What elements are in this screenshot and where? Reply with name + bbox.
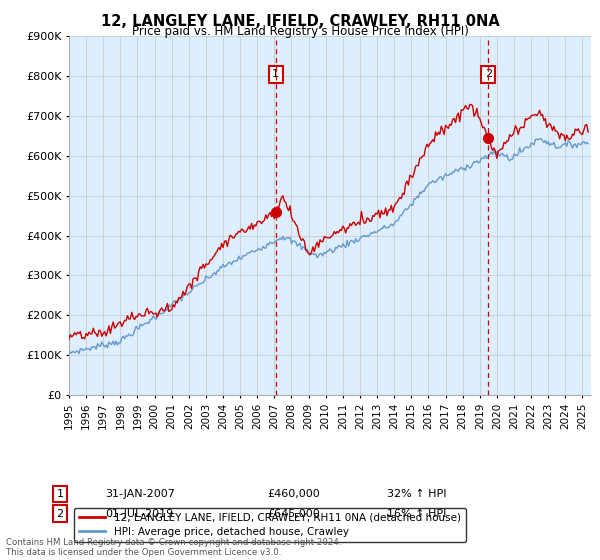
- Text: 16% ↑ HPI: 16% ↑ HPI: [387, 508, 446, 519]
- Text: 01-JUL-2019: 01-JUL-2019: [105, 508, 173, 519]
- Text: 12, LANGLEY LANE, IFIELD, CRAWLEY, RH11 0NA: 12, LANGLEY LANE, IFIELD, CRAWLEY, RH11 …: [101, 14, 499, 29]
- Text: 2: 2: [56, 508, 64, 519]
- Text: 32% ↑ HPI: 32% ↑ HPI: [387, 489, 446, 499]
- Text: 31-JAN-2007: 31-JAN-2007: [105, 489, 175, 499]
- Text: £460,000: £460,000: [267, 489, 320, 499]
- Text: Price paid vs. HM Land Registry's House Price Index (HPI): Price paid vs. HM Land Registry's House …: [131, 25, 469, 38]
- Text: 1: 1: [272, 69, 279, 79]
- Legend: 12, LANGLEY LANE, IFIELD, CRAWLEY, RH11 0NA (detached house), HPI: Average price: 12, LANGLEY LANE, IFIELD, CRAWLEY, RH11 …: [74, 507, 466, 542]
- Text: Contains HM Land Registry data © Crown copyright and database right 2024.
This d: Contains HM Land Registry data © Crown c…: [6, 538, 341, 557]
- Text: 1: 1: [56, 489, 64, 499]
- Text: 2: 2: [485, 69, 492, 79]
- Text: £645,000: £645,000: [267, 508, 320, 519]
